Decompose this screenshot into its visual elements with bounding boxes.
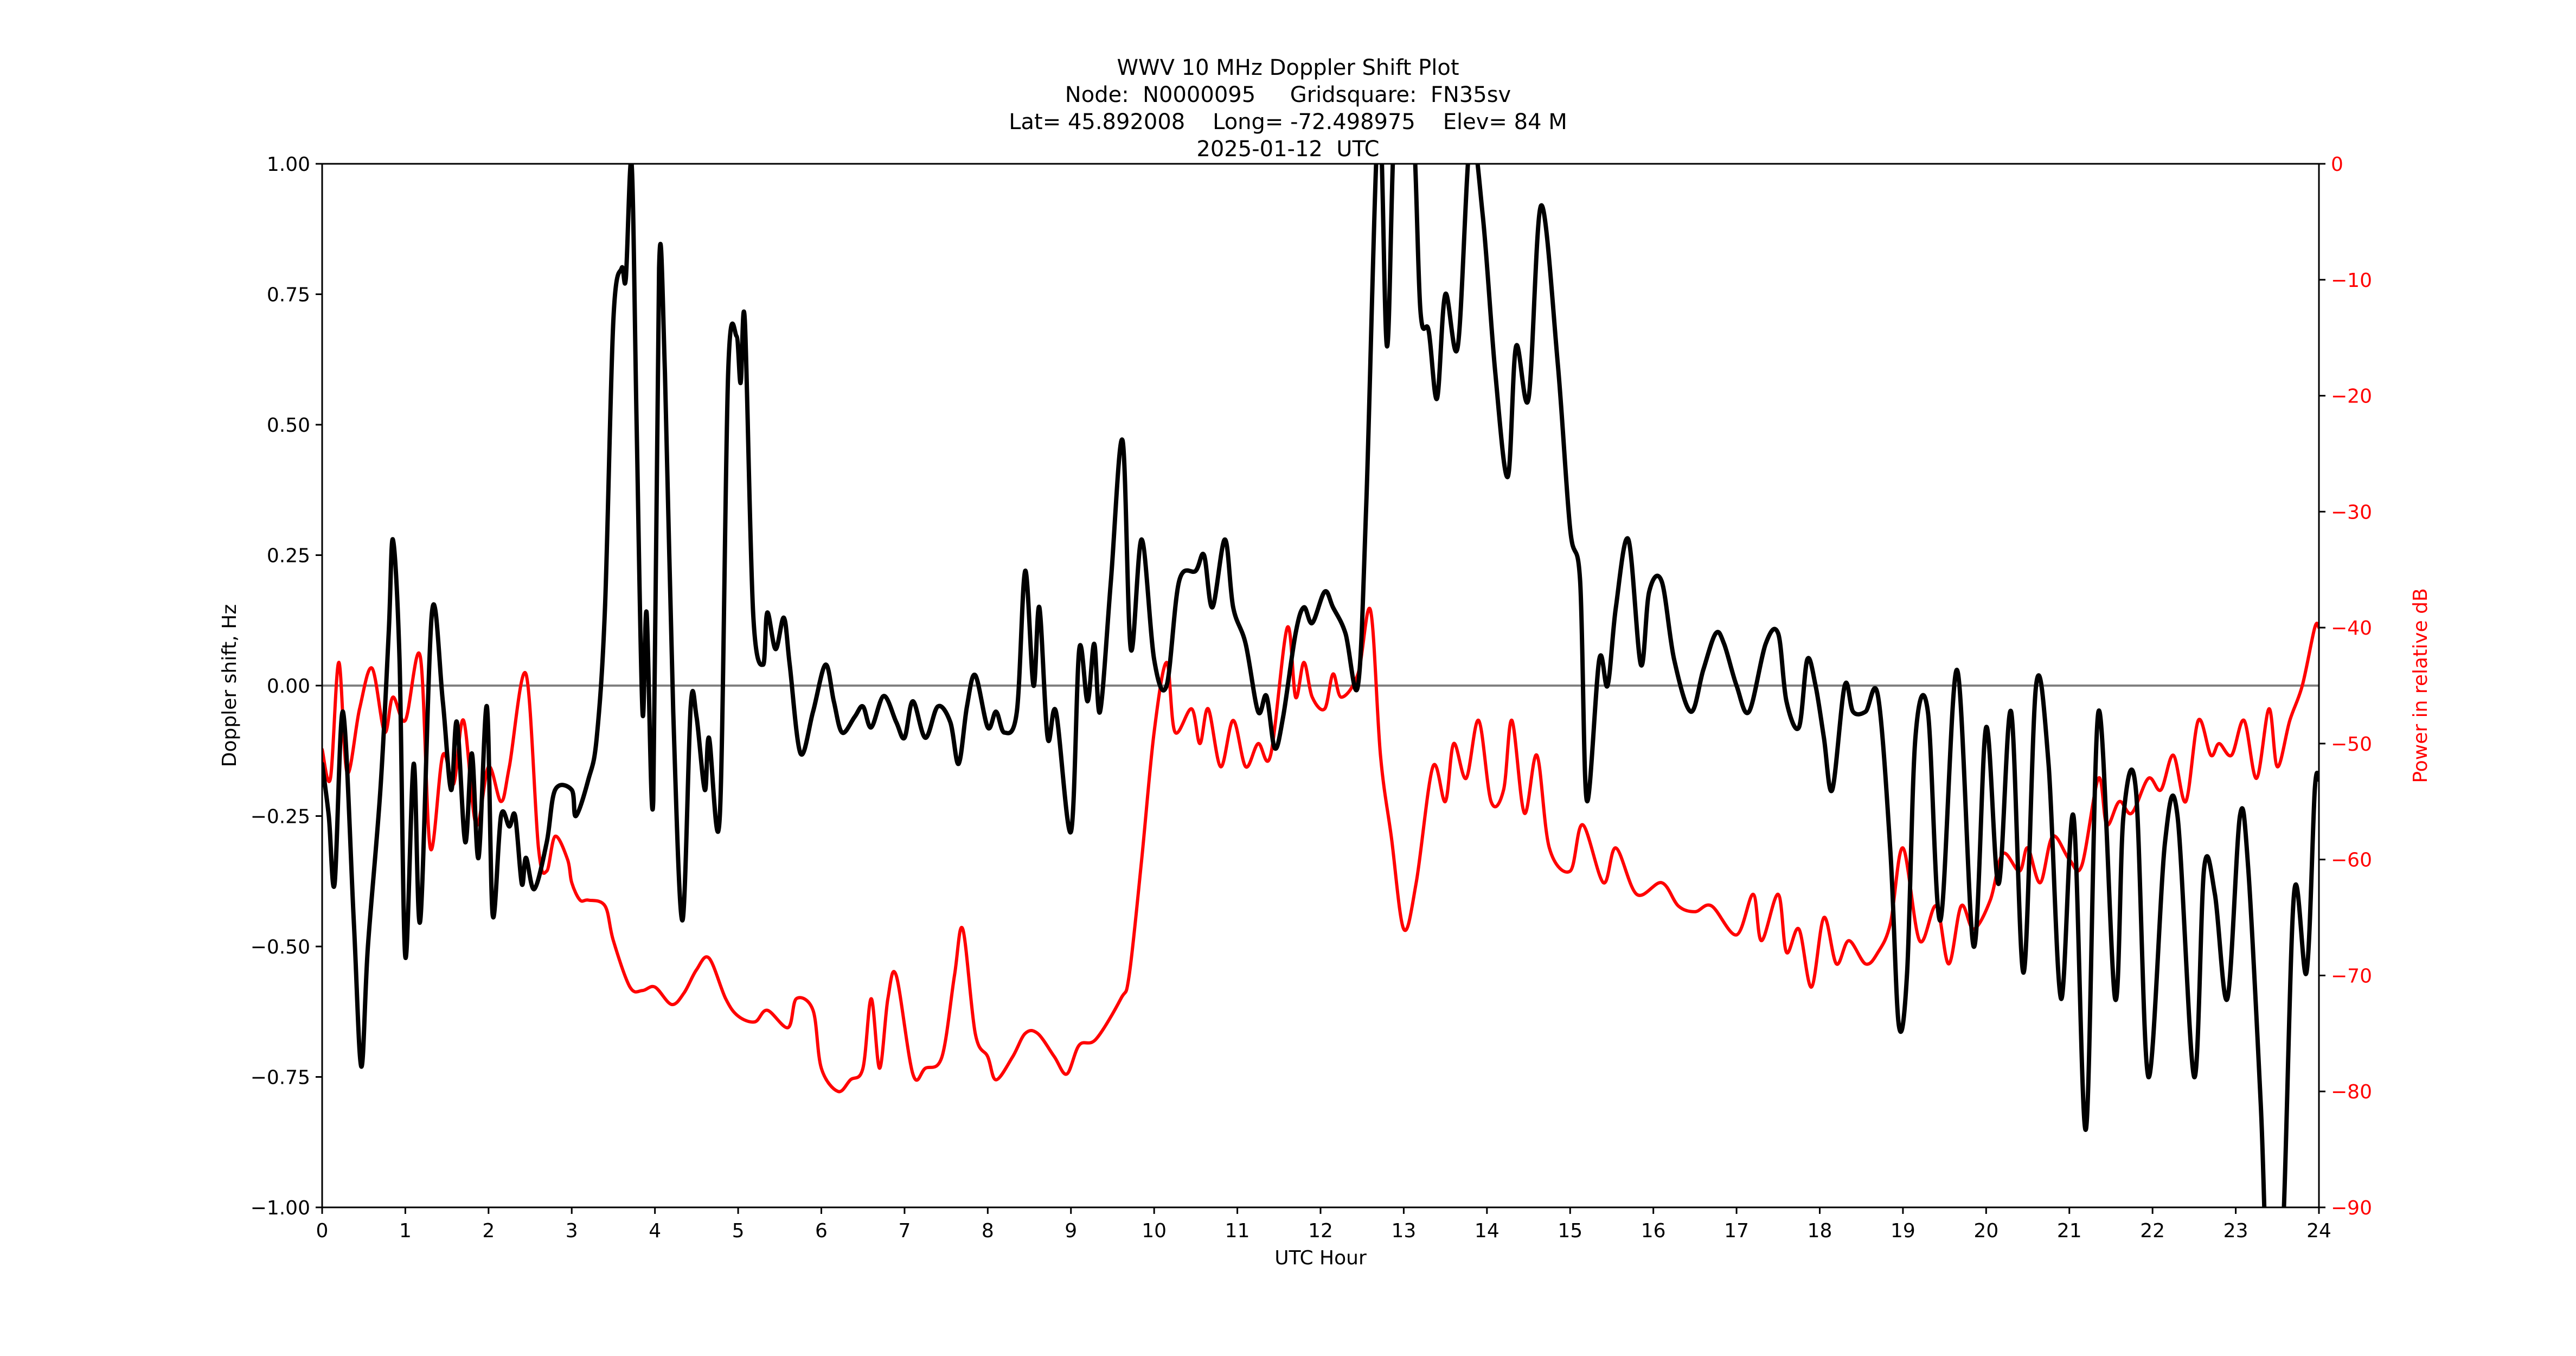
y-tick-label: −0.75 — [251, 1067, 310, 1089]
y2-tick-label: −70 — [2331, 965, 2372, 987]
title-line-4: 2025-01-12 UTC — [1196, 137, 1380, 162]
y-tick-label: −1.00 — [251, 1197, 310, 1219]
x-tick-label: 2 — [482, 1220, 495, 1242]
x-tick-label: 19 — [1891, 1220, 1915, 1242]
y-tick-label: 0.25 — [267, 545, 310, 567]
x-tick-label: 7 — [898, 1220, 911, 1242]
y2-tick-label: −10 — [2331, 270, 2372, 292]
title-line-3: Lat= 45.892008 Long= -72.498975 Elev= 84… — [1009, 110, 1567, 135]
y-tick-label: 1.00 — [267, 153, 310, 176]
y2-tick-label: −80 — [2331, 1081, 2372, 1103]
y2-tick-label: −90 — [2331, 1197, 2372, 1219]
y2-axis-label: Power in relative dB — [2410, 588, 2432, 783]
y2-tick-label: −50 — [2331, 733, 2372, 756]
x-tick-label: 3 — [566, 1220, 578, 1242]
x-tick-label: 1 — [399, 1220, 412, 1242]
x-tick-label: 5 — [732, 1220, 745, 1242]
x-tick-label: 22 — [2140, 1220, 2165, 1242]
x-axis-label: UTC Hour — [1274, 1247, 1367, 1269]
x-tick-label: 10 — [1142, 1220, 1167, 1242]
y-tick-label: −0.50 — [251, 936, 310, 958]
y-tick-label: −0.25 — [251, 806, 310, 828]
x-tick-label: 4 — [649, 1220, 661, 1242]
x-tick-label: 9 — [1065, 1220, 1077, 1242]
x-tick-label: 20 — [1973, 1220, 1998, 1242]
x-tick-label: 8 — [982, 1220, 994, 1242]
x-tick-label: 23 — [2223, 1220, 2248, 1242]
y2-tick-label: −20 — [2331, 386, 2372, 408]
x-tick-label: 16 — [1641, 1220, 1666, 1242]
x-tick-label: 15 — [1558, 1220, 1582, 1242]
x-tick-label: 12 — [1308, 1220, 1333, 1242]
y2-tick-label: 0 — [2331, 153, 2343, 176]
x-tick-label: 6 — [815, 1220, 828, 1242]
y-tick-label: 0.00 — [267, 675, 310, 698]
y-axis-ticks: 1.00 0.75 0.50 0.25 0.00 −0.25 −0.50 −0.75 −1.00 — [251, 153, 322, 1219]
doppler-series — [322, 164, 2319, 1207]
y2-tick-label: −40 — [2331, 617, 2372, 639]
y-axis-label: Doppler shift, Hz — [219, 604, 241, 767]
x-tick-label: 18 — [1808, 1220, 1832, 1242]
x-tick-label: 21 — [2057, 1220, 2082, 1242]
x-axis-ticks: 0 1 2 3 4 5 6 7 8 9 10 11 12 13 14 15 16 17 18 19 20 21 22 23 24 — [316, 1207, 2331, 1242]
title-line-2: Node: N0000095 Gridsquare: FN35sv — [1065, 82, 1511, 107]
x-tick-label: 13 — [1392, 1220, 1417, 1242]
y2-tick-label: −60 — [2331, 849, 2372, 872]
y-tick-label: 0.75 — [267, 284, 310, 306]
x-tick-label: 24 — [2306, 1220, 2331, 1242]
x-tick-label: 0 — [316, 1220, 329, 1242]
y-tick-label: 0.50 — [267, 414, 310, 437]
x-tick-label: 14 — [1475, 1220, 1500, 1242]
chart-title: WWV 10 MHz Doppler Shift Plot Node: N000… — [0, 54, 2576, 163]
title-line-1: WWV 10 MHz Doppler Shift Plot — [1117, 55, 1459, 80]
x-tick-label: 11 — [1225, 1220, 1250, 1242]
y2-axis-ticks: 0 −10 −20 −30 −40 −50 −60 −70 −80 −90 — [2319, 153, 2372, 1219]
y2-tick-label: −30 — [2331, 501, 2372, 523]
x-tick-label: 17 — [1724, 1220, 1749, 1242]
doppler-line — [322, 164, 2319, 1207]
